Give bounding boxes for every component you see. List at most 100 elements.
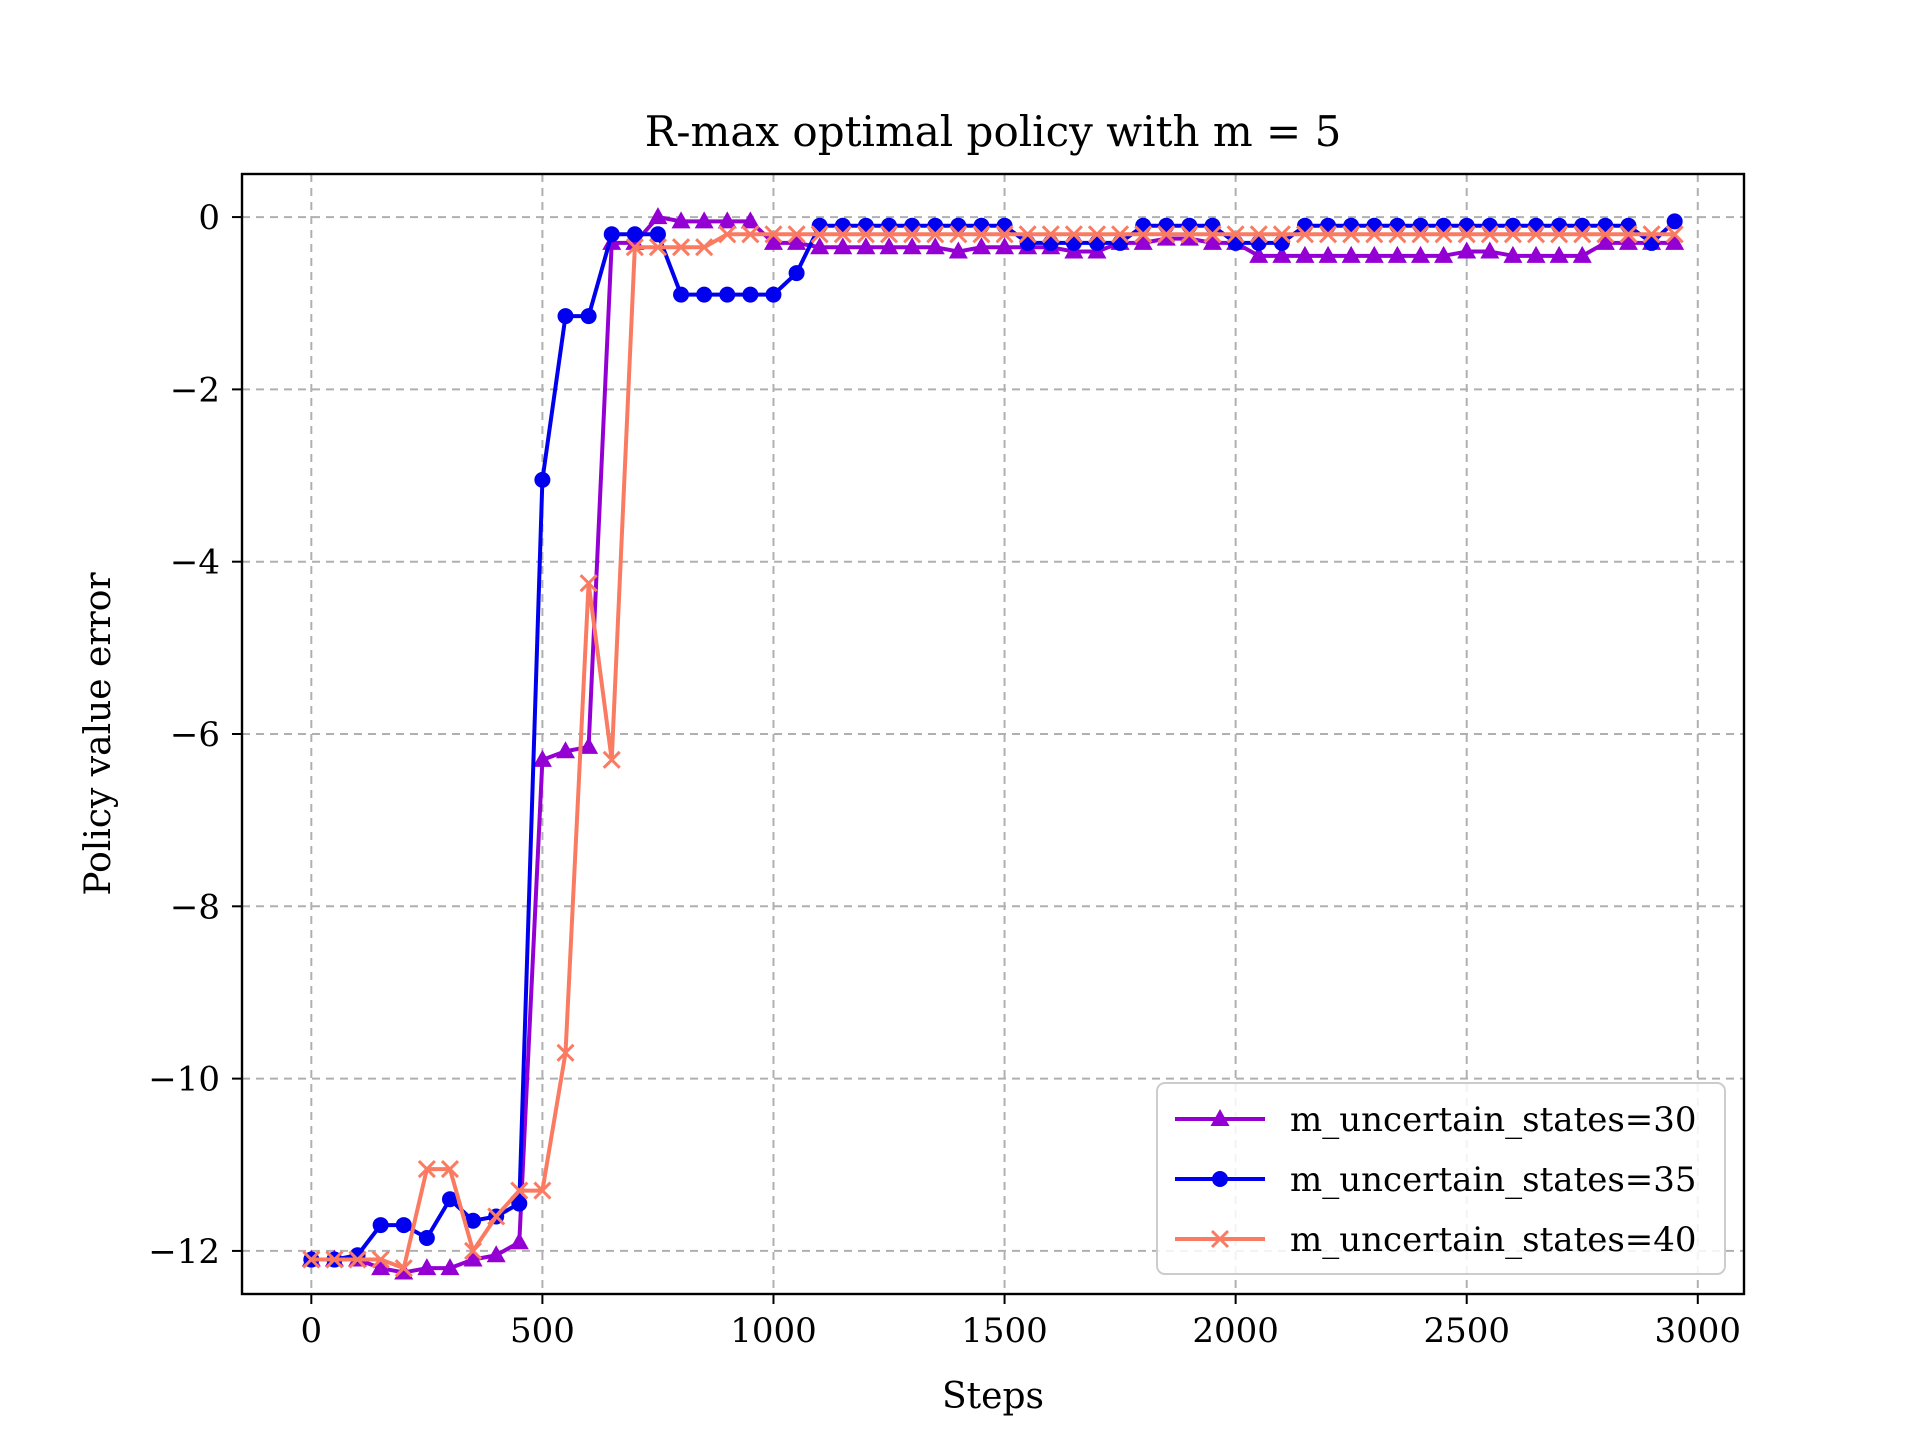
data-point-x — [1249, 225, 1268, 244]
series-layer — [301, 207, 1685, 1280]
y-axis-label: Policy value error — [78, 572, 119, 896]
data-point-circle — [1366, 217, 1383, 234]
x-marker-stroke — [602, 750, 621, 769]
x-marker-stroke — [1411, 225, 1430, 244]
data-point-circle — [950, 217, 967, 234]
data-point-circle — [1458, 217, 1475, 234]
x-marker-stroke — [856, 225, 875, 244]
data-point-x — [695, 238, 714, 257]
data-point-x — [510, 1181, 529, 1200]
data-point-circle — [1666, 213, 1683, 230]
data-point-x — [1480, 225, 1499, 244]
data-point-circle — [1273, 234, 1290, 251]
data-point-circle — [1204, 217, 1221, 234]
data-point-triangle — [1364, 245, 1384, 263]
x-marker-stroke — [1111, 225, 1130, 244]
x-marker-stroke — [1619, 225, 1638, 244]
data-point-triangle — [671, 211, 691, 229]
data-point-triangle — [902, 237, 922, 255]
data-point-circle — [1528, 217, 1545, 234]
data-point-circle — [1574, 217, 1591, 234]
data-point-x — [1018, 225, 1037, 244]
data-point-triangle — [1179, 228, 1199, 246]
data-point-x — [1319, 225, 1338, 244]
data-point-x — [972, 225, 991, 244]
y-tick-label: −10 — [148, 1060, 220, 1100]
data-point-circle — [1019, 234, 1036, 251]
data-point-circle — [1212, 1171, 1228, 1187]
data-point-circle — [1112, 234, 1129, 251]
data-point-circle — [534, 471, 551, 488]
x-marker-stroke — [1388, 225, 1407, 244]
data-point-circle — [1158, 217, 1175, 234]
data-point-x — [1226, 225, 1245, 244]
y-tick-label: 0 — [198, 198, 220, 238]
data-point-triangle — [879, 237, 899, 255]
x-marker-stroke — [1203, 225, 1222, 244]
legend-item: m_uncertain_states=35 — [1175, 1160, 1697, 1200]
ticks: 0 500 1000 1500 2000 2500 3000 0 −2 −4 −6 −8 −10 −12 — [148, 198, 1741, 1351]
y-tick-label: −12 — [148, 1232, 220, 1272]
data-point-x — [533, 1181, 552, 1200]
data-point-circle — [1343, 217, 1360, 234]
x-marker-stroke — [325, 1250, 344, 1269]
data-point-triangle — [1272, 245, 1292, 263]
x-marker-stroke — [625, 238, 644, 257]
x-marker-stroke — [1319, 225, 1338, 244]
data-point-circle — [1481, 217, 1498, 234]
data-point-triangle — [1665, 232, 1685, 250]
data-point-triangle — [1549, 245, 1569, 263]
x-marker-stroke — [1573, 225, 1592, 244]
data-point-x — [1210, 1229, 1230, 1249]
x-marker-stroke — [371, 1250, 390, 1269]
data-point-triangle — [1387, 245, 1407, 263]
x-marker-stroke — [1457, 225, 1476, 244]
data-point-triangle — [1249, 245, 1269, 263]
y-tick-label: −4 — [170, 543, 220, 583]
data-point-x — [625, 238, 644, 257]
data-point-triangle — [463, 1249, 483, 1267]
data-point-triangle — [509, 1232, 529, 1250]
x-marker-stroke — [741, 225, 760, 244]
series-line — [311, 232, 1675, 1271]
data-point-triangle — [971, 237, 991, 255]
data-point-x — [879, 225, 899, 244]
data-point-triangle — [787, 232, 807, 250]
data-point-x — [741, 225, 760, 244]
data-point-x — [579, 574, 598, 593]
data-point-triangle — [763, 232, 783, 250]
x-marker-stroke — [926, 225, 945, 244]
data-point-triangle — [1318, 245, 1338, 263]
data-point-x — [648, 238, 667, 257]
data-point-triangle — [579, 736, 599, 754]
x-marker-stroke — [1503, 225, 1522, 244]
data-point-circle — [1504, 217, 1521, 234]
data-point-x — [602, 750, 621, 769]
x-marker-stroke — [1134, 225, 1153, 244]
data-point-circle — [1250, 234, 1267, 251]
data-point-circle — [1389, 217, 1406, 234]
data-point-circle — [811, 217, 828, 234]
data-point-x — [1365, 225, 1384, 244]
x-marker-stroke — [1087, 225, 1107, 244]
x-marker-stroke — [764, 225, 783, 244]
data-point-x — [1642, 225, 1661, 244]
data-point-circle — [719, 286, 736, 303]
x-marker-stroke — [903, 225, 922, 244]
data-point-x — [394, 1259, 413, 1278]
x-marker-stroke — [1365, 225, 1384, 244]
data-point-circle — [1435, 217, 1452, 234]
data-point-triangle — [948, 241, 968, 259]
data-point-circle — [557, 308, 574, 325]
x-marker-stroke — [1272, 225, 1291, 244]
data-point-circle — [511, 1195, 528, 1212]
x-axis-label: Steps — [942, 1376, 1044, 1417]
data-point-circle — [465, 1212, 482, 1229]
data-point-circle — [372, 1217, 389, 1234]
data-point-circle — [441, 1191, 458, 1208]
x-marker-stroke — [533, 1181, 552, 1200]
data-point-circle — [1135, 217, 1152, 234]
x-marker-stroke — [579, 574, 598, 593]
data-point-circle — [996, 217, 1013, 234]
